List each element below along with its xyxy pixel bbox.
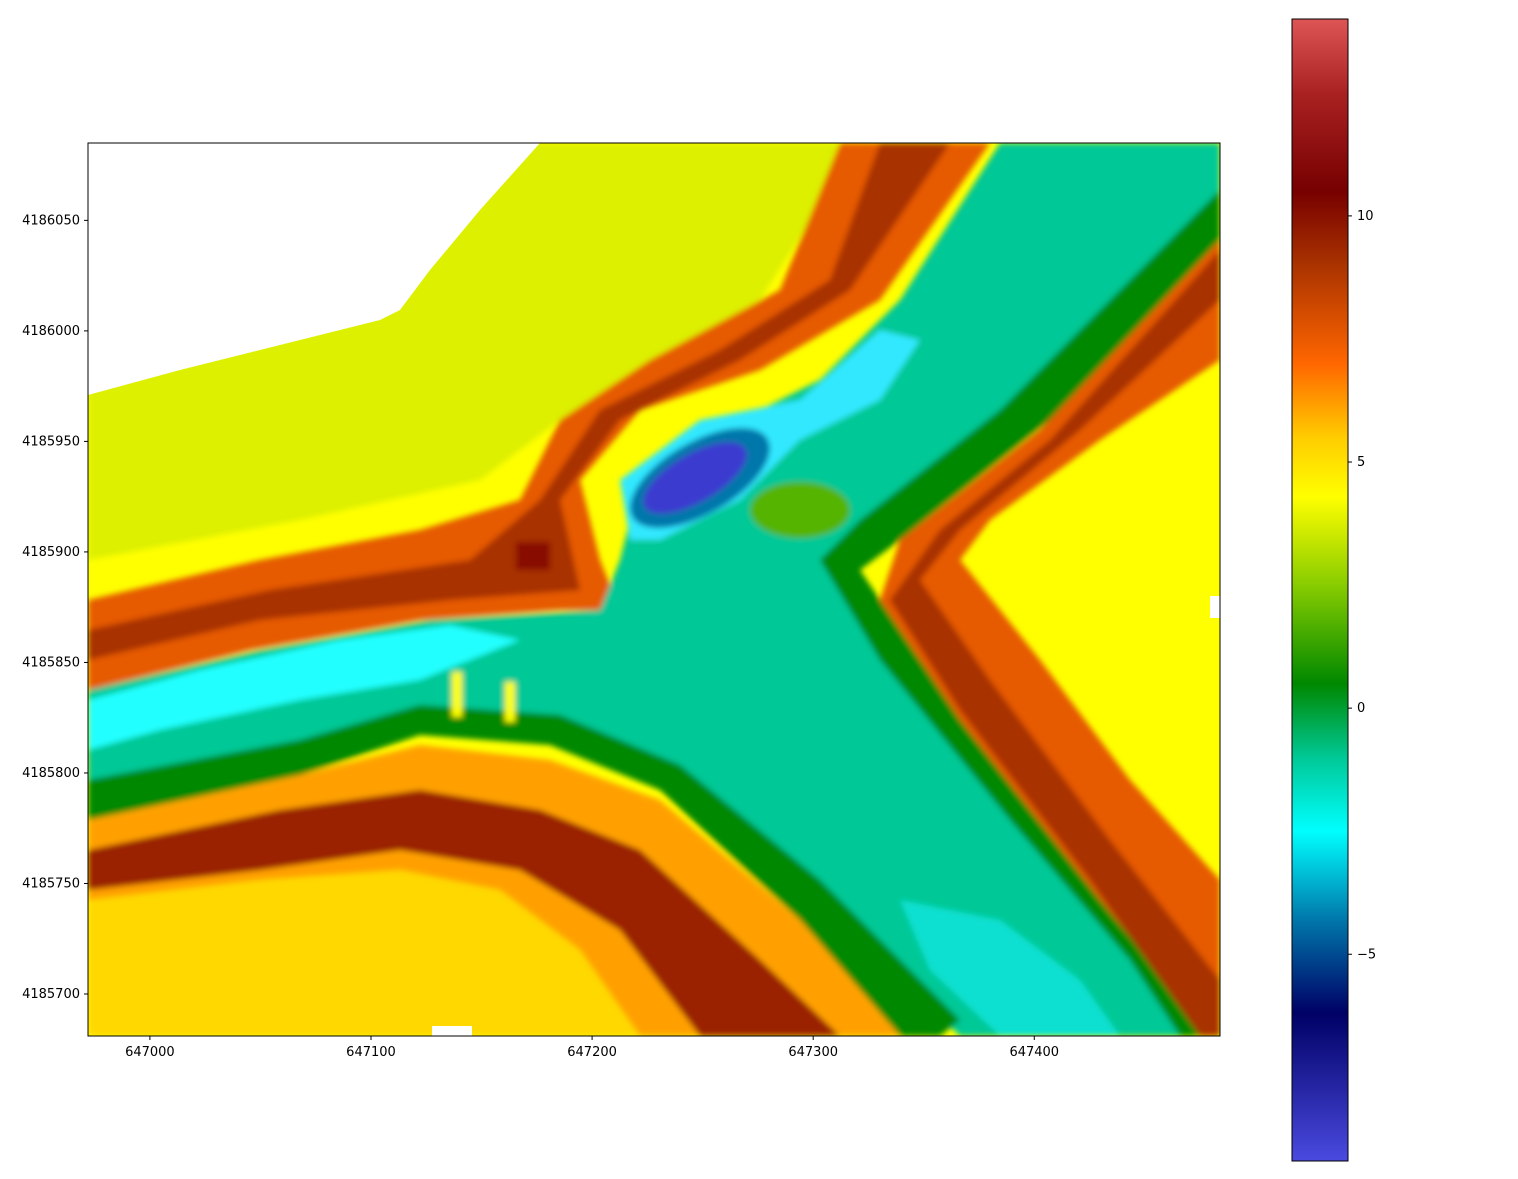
heatmap-region-jetty-2 [505, 682, 515, 722]
x-axis: 647000 647100 647200 647300 647400 [125, 1036, 1059, 1060]
y-tick-label: 4186050 [22, 213, 80, 228]
heatmap-region-east-bank-dark [890, 250, 1220, 1036]
heatmap-region-east-bank [880, 240, 1220, 1036]
y-tick-label: 4185750 [22, 876, 80, 891]
y-tick-label: 4185800 [22, 766, 80, 781]
heatmap-region-channel [88, 143, 1220, 1036]
y-tick-label: 4185950 [22, 434, 80, 449]
heatmap-region-deep-east [900, 900, 1120, 1036]
heatmap-region-nw-bank [88, 143, 990, 690]
colorbar-tick-label: −5 [1357, 947, 1376, 962]
colorbar-tick-label: 0 [1357, 701, 1365, 716]
colorbar: 10 5 0 −5 [1291, 18, 1376, 1162]
heatmap-region-south-bank-dark [88, 790, 840, 1036]
heatmap-region-jetty-1 [452, 672, 462, 717]
colorbar-ticks: 10 5 0 −5 [1348, 209, 1376, 962]
heatmap-region-scour-core [643, 442, 747, 514]
no-data-region-east [1210, 596, 1220, 618]
heatmap-image [88, 143, 1220, 1036]
heatmap-region-deep-west [88, 625, 520, 750]
y-tick-label: 4185850 [22, 655, 80, 670]
no-data-mask [88, 143, 1220, 1036]
y-axis: 4186050 4186000 4185950 4185900 4185850 41858… [22, 213, 88, 1002]
no-data-region-bottom [432, 1026, 472, 1036]
x-tick-label: 647300 [788, 1045, 838, 1060]
colorbar-tick-label: 10 [1357, 209, 1374, 224]
y-tick-label: 4185900 [22, 545, 80, 560]
heatmap-plot-area [87, 142, 1221, 1037]
y-tick-label: 4186000 [22, 324, 80, 339]
x-tick-label: 647200 [567, 1045, 617, 1060]
plot-frame [87, 142, 1221, 1037]
x-tick-label: 647400 [1009, 1045, 1059, 1060]
heatmap-region-south-plain [88, 870, 640, 1036]
heatmap-region-shoal [750, 482, 850, 538]
heatmap-region-channel-edge-east [820, 190, 1220, 1036]
x-tick-label: 647100 [346, 1045, 396, 1060]
y-tick-label: 4185700 [22, 987, 80, 1002]
colorbar-gradient [1291, 18, 1349, 1162]
no-data-region-nw [88, 143, 540, 395]
heatmap-region-channel-edge-west [88, 705, 960, 1036]
heatmap-region-dark-spot [516, 542, 550, 570]
x-tick-label: 647000 [125, 1045, 175, 1060]
colorbar-tick-label: 5 [1357, 455, 1365, 470]
